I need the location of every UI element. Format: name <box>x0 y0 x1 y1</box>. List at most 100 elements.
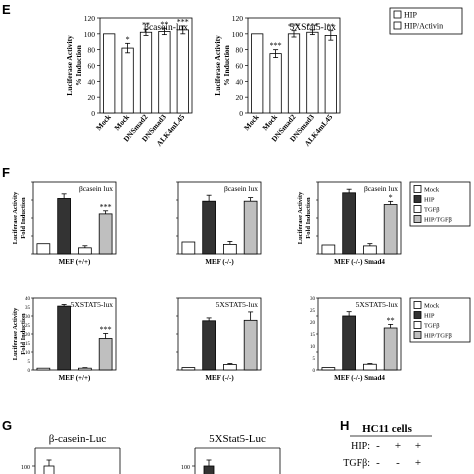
legend-label: HIP <box>424 197 435 204</box>
bar <box>57 305 71 371</box>
chart-title: 5XStat5-Luc <box>209 433 266 445</box>
bar <box>36 243 51 255</box>
legend-swatch <box>393 21 402 30</box>
x-axis-label: MEF (+/+) <box>59 258 91 266</box>
significance-label: ** <box>387 316 395 325</box>
bar <box>98 213 113 255</box>
panel-h-title: HC11 cells <box>362 423 413 435</box>
legend-swatch <box>413 301 422 309</box>
y-axis-label: % Induction <box>74 44 83 85</box>
significance-label: ** <box>142 21 150 30</box>
y-tick-label: 60 <box>236 62 244 71</box>
y-tick-label: 5 <box>28 360 31 365</box>
legend-swatch <box>413 205 422 213</box>
chart-8: 5XSTAT5-lux 0 5 10 15 20 25 30 ** MEF (-/-) Smad4 <box>310 297 402 382</box>
bar <box>363 363 377 371</box>
legend-label: HIP/Activin <box>404 22 443 31</box>
panel-h-mark: - <box>376 440 380 452</box>
chart-3: βcasein lux Luciferase Activity Fold Induc… <box>12 181 117 266</box>
bar <box>78 367 92 371</box>
panel-letter-h: H <box>340 418 349 433</box>
bar <box>57 198 71 255</box>
bar <box>202 320 216 371</box>
significance-label: *** <box>100 325 112 334</box>
significance-label: ** <box>327 22 335 31</box>
y-tick-label: 80 <box>88 46 96 55</box>
panel-h-mark: - <box>376 457 380 469</box>
legend-label: TGFβ <box>424 323 440 330</box>
significance-label: *** <box>177 17 189 26</box>
x-axis-label: MEF (-/-) <box>205 374 234 382</box>
chart-title: β-casein-Luc <box>49 433 107 445</box>
y-axis-label: Luciferase Activity <box>297 191 304 244</box>
bar <box>223 364 237 371</box>
bar <box>287 33 301 114</box>
x-axis-label: MEF (-/-) Smad4 <box>334 258 385 266</box>
x-axis-label: MEF (+/+) <box>59 374 91 382</box>
panel-h-row-label: HIP: <box>351 441 370 452</box>
bar <box>43 465 55 474</box>
y-tick-label: 15 <box>310 333 316 338</box>
bar <box>324 35 337 114</box>
chart-title: βcasein lux <box>364 184 398 193</box>
chart-2: 5XStat5-lux 0 20 40 60 80 100 120 Luciferase Act… <box>213 14 341 148</box>
bar <box>103 33 116 114</box>
legend-label: HIP/TGFβ <box>424 217 453 224</box>
chart-7: 5XSTAT5-lux MEF (-/-) <box>176 297 262 382</box>
chart-9: β-casein-Luc 100 <box>21 433 121 474</box>
chart-title: 5XSTAT5-lux <box>71 300 114 309</box>
panel-letter-e: E <box>2 2 11 17</box>
x-tick-label: Mock <box>242 112 261 132</box>
legend-label: Mock <box>424 303 440 310</box>
panel-h-mark: + <box>415 457 421 469</box>
bar <box>383 327 398 371</box>
legend-label: HIP <box>424 313 435 320</box>
significance-label: *** <box>306 21 318 30</box>
y-tick-label: 120 <box>84 14 96 23</box>
x-axis-label: MEF (-/-) <box>205 258 234 266</box>
bar <box>78 247 92 255</box>
y-tick-label: 25 <box>25 324 31 329</box>
y-axis-label: Fold Induction <box>305 197 312 239</box>
x-tick-label: Mock <box>94 112 113 132</box>
panel-letter-g: G <box>2 418 12 433</box>
y-tick-label: 80 <box>236 46 244 55</box>
y-tick-label: 30 <box>310 297 316 302</box>
panel-letter-f: F <box>2 165 10 180</box>
legend-label: HIP/TGFβ <box>424 333 453 340</box>
legend-swatch <box>413 185 422 193</box>
bar <box>98 338 113 371</box>
y-axis-label: Luciferase Activity <box>213 35 222 96</box>
chart-4: βcasein lux MEF (-/-) <box>176 181 262 266</box>
y-axis-label: Fold Induction <box>20 197 27 239</box>
y-tick-label: 5 <box>313 357 316 362</box>
y-tick-label: 25 <box>310 309 316 314</box>
significance-label: *** <box>288 22 300 31</box>
significance-label: *** <box>270 41 282 50</box>
significance-label: *** <box>100 202 112 211</box>
bar <box>121 47 134 114</box>
legend-swatch <box>413 311 422 319</box>
bar <box>243 319 258 371</box>
bar <box>223 243 237 255</box>
y-tick-label: 20 <box>25 333 31 338</box>
bar <box>269 53 282 114</box>
bar <box>321 244 336 255</box>
chart-title: 5XSTAT5-lux <box>216 300 259 309</box>
y-tick-label: 100 <box>84 30 96 39</box>
panel-h-mark: + <box>415 440 421 452</box>
bar <box>203 465 215 474</box>
significance-label: * <box>389 193 393 202</box>
bar <box>202 200 216 255</box>
y-tick-label: 20 <box>236 93 244 102</box>
y-axis-label: Luciferase Activity <box>65 35 74 96</box>
chart-6: 5XSTAT5-lux 0 5 10 15 20 25 30 35 40 Luciferase Ac… <box>12 297 117 382</box>
legend-swatch <box>413 331 422 339</box>
bar <box>321 367 336 371</box>
y-tick-label: 120 <box>232 14 244 23</box>
y-tick-label: 60 <box>88 62 96 71</box>
chart-10: 5XStat5-Luc 100 <box>181 433 281 474</box>
bar <box>306 31 319 114</box>
legend-box <box>389 7 463 35</box>
